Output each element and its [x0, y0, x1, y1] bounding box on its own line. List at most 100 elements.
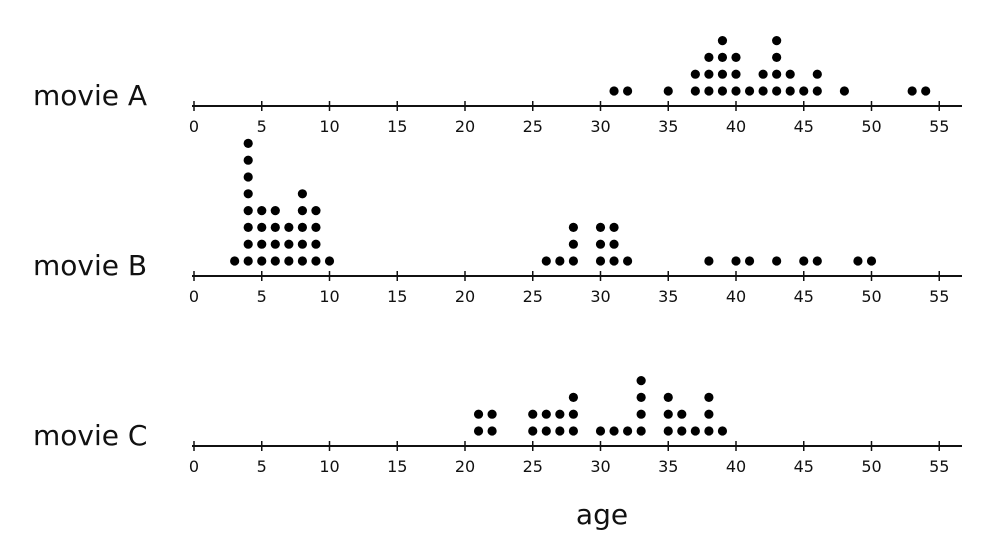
x-tick-label: 35: [658, 117, 678, 136]
data-dot: [799, 256, 809, 266]
data-dot: [704, 256, 714, 266]
data-dot: [677, 409, 687, 419]
x-tick-label: 55: [929, 117, 949, 136]
data-dot: [528, 409, 538, 419]
data-dot: [717, 86, 728, 96]
x-tick-label: 40: [726, 457, 746, 476]
data-dot: [785, 69, 795, 79]
data-dot: [677, 426, 687, 436]
data-dot: [311, 222, 321, 232]
x-tick-label: 15: [387, 457, 407, 476]
x-tick-label: 30: [590, 287, 610, 306]
data-dot: [609, 239, 619, 249]
data-dot: [772, 52, 782, 63]
x-tick-label: 15: [387, 117, 407, 136]
data-dot: [866, 256, 877, 266]
data-dot: [257, 222, 267, 232]
data-dot: [853, 256, 863, 266]
x-tick-label: 0: [189, 457, 199, 476]
data-dot: [243, 206, 253, 216]
x-tick-label: 40: [726, 287, 746, 306]
x-tick-label: 5: [257, 117, 267, 136]
data-dot: [772, 36, 782, 46]
data-dot: [595, 222, 606, 232]
data-dot: [744, 256, 755, 266]
data-dot: [690, 69, 700, 79]
data-dot: [772, 69, 782, 79]
data-dot: [690, 426, 700, 436]
data-dot: [839, 86, 850, 96]
data-dot: [690, 86, 700, 96]
plot-label-movie-A: movie A: [33, 79, 147, 112]
data-dot: [609, 222, 619, 232]
data-dot: [663, 426, 673, 436]
data-dot: [609, 426, 619, 436]
data-dot: [473, 409, 484, 419]
data-dot: [907, 86, 917, 96]
dot-plot-movie-C: movie C 0 5 10 15 20 25 30 35 40 45 50 55: [33, 376, 962, 476]
x-tick-label: 40: [726, 117, 746, 136]
data-dot: [663, 409, 673, 419]
data-dot: [785, 86, 795, 96]
data-dot: [555, 256, 565, 266]
x-tick-label: 0: [189, 287, 199, 306]
dot-plot-movie-B: movie B 0 5 10 15 20 25 30 35 40 45 50 55: [33, 138, 962, 306]
x-tick-label: 20: [455, 457, 475, 476]
data-dot: [473, 426, 484, 436]
data-dot: [297, 206, 307, 216]
data-dot: [663, 392, 673, 402]
data-dot: [704, 409, 714, 419]
data-dot: [568, 392, 579, 402]
x-tick-label: 25: [523, 287, 543, 306]
data-dot: [568, 239, 579, 249]
x-tick-label: 20: [455, 117, 475, 136]
data-dot: [636, 376, 646, 386]
data-dot: [568, 409, 579, 419]
data-dot: [636, 426, 646, 436]
x-tick-label: 35: [658, 287, 678, 306]
data-dot: [297, 189, 307, 199]
x-tick-label: 10: [319, 457, 339, 476]
data-dot: [311, 239, 321, 249]
x-tick-label: 45: [794, 117, 814, 136]
x-tick-label: 5: [257, 287, 267, 306]
data-dot: [812, 86, 822, 96]
data-dot: [623, 86, 633, 96]
x-tick-label: 20: [455, 287, 475, 306]
x-tick-label: 0: [189, 117, 199, 136]
x-tick-label: 55: [929, 457, 949, 476]
data-dot: [541, 256, 551, 266]
x-tick-label: 50: [861, 457, 881, 476]
data-dot: [609, 256, 619, 266]
data-dot: [921, 86, 931, 96]
data-dot: [311, 206, 321, 216]
data-dot: [284, 222, 294, 232]
plot-label-movie-C: movie C: [33, 419, 147, 452]
data-dot: [717, 426, 728, 436]
x-tick-label: 25: [523, 457, 543, 476]
data-dot: [555, 409, 565, 419]
data-dot: [704, 52, 714, 63]
x-tick-label: 30: [590, 457, 610, 476]
x-tick-label: 50: [861, 117, 881, 136]
data-dot: [623, 426, 633, 436]
data-dot: [297, 256, 307, 266]
data-dot: [812, 69, 822, 79]
data-dot: [230, 256, 240, 266]
data-dot: [257, 206, 267, 216]
data-dot: [799, 86, 809, 96]
data-dot: [324, 256, 335, 266]
data-dot: [541, 409, 551, 419]
data-dot: [636, 409, 646, 419]
data-dot: [297, 222, 307, 232]
data-dot: [568, 426, 579, 436]
data-dot: [758, 69, 768, 79]
data-dot: [243, 239, 253, 249]
data-dot: [487, 409, 497, 419]
x-tick-label: 30: [590, 117, 610, 136]
data-dot: [243, 222, 253, 232]
data-dot: [595, 256, 606, 266]
data-dot: [744, 86, 755, 96]
data-dot: [704, 69, 714, 79]
